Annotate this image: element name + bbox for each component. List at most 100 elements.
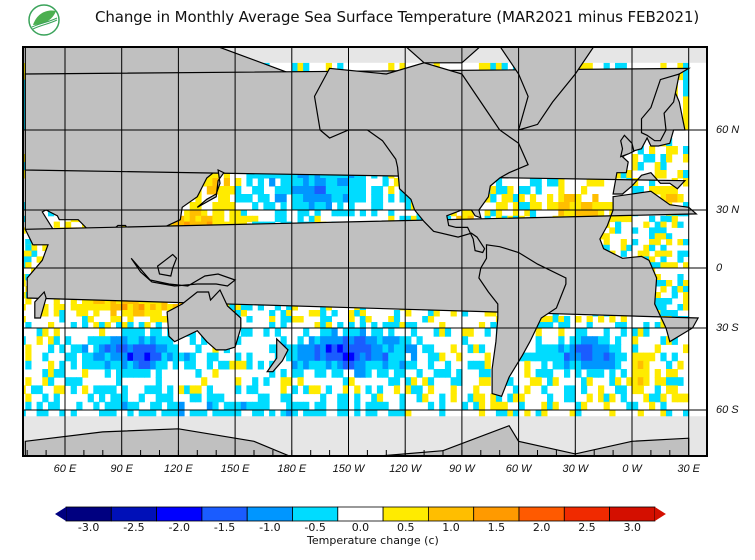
longitude-label: 30 W bbox=[562, 463, 589, 475]
anomaly-cell bbox=[325, 352, 332, 362]
anomaly-cell bbox=[286, 352, 293, 362]
anomaly-cell bbox=[376, 385, 384, 395]
anomaly-cell bbox=[195, 410, 202, 420]
anomaly-cell bbox=[59, 316, 66, 323]
anomaly-cell bbox=[246, 401, 253, 411]
anomaly-cell bbox=[376, 352, 384, 362]
anomaly-cell bbox=[490, 194, 497, 203]
anomaly-cell bbox=[110, 316, 117, 323]
anomaly-cell bbox=[257, 410, 264, 420]
anomaly-cell bbox=[671, 393, 678, 403]
anomaly-cell bbox=[575, 410, 582, 420]
colorbar-label: Temperature change (c) bbox=[307, 534, 439, 547]
anomaly-cell bbox=[581, 186, 588, 195]
anomaly-cell bbox=[529, 377, 537, 386]
anomaly-cell bbox=[286, 316, 293, 323]
anomaly-cell bbox=[172, 410, 179, 420]
anomaly-cell bbox=[558, 322, 565, 329]
anomaly-cell bbox=[223, 178, 230, 187]
anomaly-cell bbox=[70, 360, 77, 370]
anomaly-cell bbox=[388, 336, 395, 345]
anomaly-cell bbox=[609, 316, 616, 323]
anomaly-cell bbox=[201, 377, 208, 386]
anomaly-cell bbox=[592, 336, 599, 345]
anomaly-cell bbox=[252, 385, 259, 395]
anomaly-cell bbox=[161, 393, 168, 403]
anomaly-cell bbox=[467, 344, 474, 354]
latitude-label: 30 S bbox=[716, 322, 739, 334]
anomaly-cell bbox=[297, 360, 304, 370]
anomaly-cell bbox=[354, 336, 361, 345]
anomaly-cell bbox=[337, 393, 344, 403]
anomaly-cell bbox=[660, 377, 667, 386]
anomaly-cell bbox=[632, 186, 639, 195]
anomaly-cell bbox=[223, 202, 230, 211]
anomaly-cell bbox=[320, 186, 327, 195]
anomaly-cell bbox=[382, 369, 389, 378]
anomaly-cell bbox=[660, 170, 667, 179]
anomaly-cell bbox=[36, 328, 43, 337]
anomaly-cell bbox=[342, 410, 349, 420]
anomaly-cell bbox=[620, 393, 627, 403]
anomaly-cell bbox=[342, 360, 349, 370]
anomaly-cell bbox=[427, 344, 435, 354]
colorbar-segment bbox=[201, 506, 248, 522]
anomaly-cell bbox=[484, 210, 491, 217]
anomaly-cell bbox=[342, 385, 349, 395]
anomaly-cell bbox=[671, 262, 678, 269]
anomaly-cell bbox=[42, 304, 49, 311]
anomaly-cell bbox=[643, 352, 650, 362]
anomaly-cell bbox=[569, 194, 576, 203]
anomaly-cell bbox=[660, 336, 667, 345]
anomaly-cell bbox=[416, 385, 423, 395]
anomaly-cell bbox=[303, 202, 310, 211]
anomaly-cell bbox=[144, 310, 151, 317]
anomaly-cell bbox=[473, 344, 480, 354]
anomaly-cell bbox=[541, 322, 548, 329]
anomaly-cell bbox=[512, 210, 520, 217]
anomaly-cell bbox=[286, 410, 293, 420]
anomaly-cell bbox=[677, 256, 684, 263]
anomaly-cell bbox=[178, 385, 185, 395]
anomaly-cell bbox=[547, 393, 554, 403]
anomaly-cell bbox=[365, 401, 372, 411]
anomaly-cell bbox=[388, 215, 395, 223]
anomaly-cell bbox=[354, 344, 361, 354]
anomaly-cell bbox=[637, 250, 644, 257]
anomaly-cell bbox=[547, 316, 554, 323]
anomaly-cell bbox=[314, 215, 321, 223]
anomaly-cell bbox=[632, 336, 639, 345]
anomaly-cell bbox=[495, 410, 503, 420]
anomaly-cell bbox=[632, 385, 639, 395]
anomaly-cell bbox=[59, 385, 66, 395]
colorbar-tick-label: 3.0 bbox=[623, 521, 642, 534]
anomaly-cell bbox=[348, 194, 355, 203]
anomaly-cell bbox=[535, 344, 542, 354]
anomaly-cell bbox=[325, 202, 332, 211]
anomaly-cell bbox=[683, 170, 690, 179]
anomaly-cell bbox=[615, 221, 622, 228]
anomaly-cell bbox=[348, 178, 355, 187]
anomaly-cell bbox=[677, 274, 684, 281]
anomaly-cell bbox=[478, 401, 486, 411]
land-madagascar bbox=[34, 290, 47, 319]
anomaly-cell bbox=[314, 410, 321, 420]
anomaly-cell bbox=[297, 352, 304, 362]
anomaly-cell bbox=[138, 344, 145, 354]
anomaly-cell bbox=[524, 360, 531, 370]
anomaly-cell bbox=[25, 244, 32, 252]
anomaly-cell bbox=[280, 322, 287, 329]
anomaly-cell bbox=[144, 344, 151, 354]
anomaly-cell bbox=[303, 178, 310, 187]
anomaly-cell bbox=[127, 310, 134, 317]
anomaly-cell bbox=[150, 336, 157, 345]
anomaly-cell bbox=[399, 352, 406, 362]
anomaly-cell bbox=[178, 221, 185, 228]
anomaly-cell bbox=[683, 178, 690, 187]
anomaly-cell bbox=[393, 360, 401, 370]
anomaly-cell bbox=[620, 385, 627, 395]
anomaly-cell bbox=[229, 215, 236, 223]
anomaly-cell bbox=[632, 352, 639, 362]
anomaly-cell bbox=[478, 344, 486, 354]
anomaly-cell bbox=[325, 178, 332, 187]
